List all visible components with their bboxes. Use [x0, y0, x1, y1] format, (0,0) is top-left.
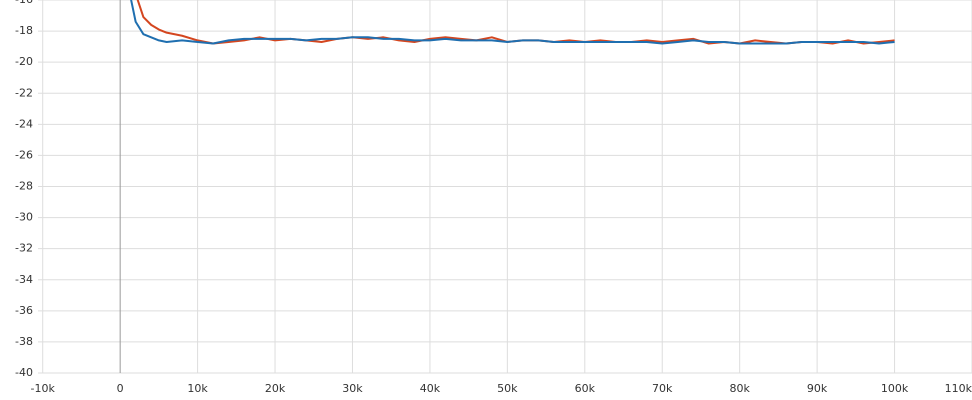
x-tick-label: 40k	[420, 382, 441, 395]
y-tick-label: -18	[15, 24, 33, 37]
x-tick-label: 100k	[881, 382, 909, 395]
y-tick-label: -38	[15, 335, 33, 348]
x-tick-label: 20k	[265, 382, 286, 395]
series-line	[130, 0, 895, 45]
x-tick-label: 90k	[807, 382, 828, 395]
y-tick-label: -16	[15, 0, 33, 6]
y-tick-label: -30	[15, 211, 33, 224]
x-tick-label: 30k	[342, 382, 363, 395]
y-tick-label: -22	[15, 86, 33, 99]
y-tick-label: -26	[15, 148, 33, 161]
x-tick-label: 70k	[652, 382, 673, 395]
x-tick-label: 110k	[945, 382, 972, 395]
y-tick-label: -32	[15, 242, 33, 255]
y-tick-label: -24	[15, 117, 33, 130]
x-tick-label: 80k	[729, 382, 750, 395]
x-tick-label: 50k	[497, 382, 518, 395]
x-tick-label: 0	[117, 382, 124, 395]
x-tick-label: 10k	[187, 382, 208, 395]
y-tick-label: -40	[15, 366, 33, 379]
x-tick-label: 60k	[575, 382, 596, 395]
y-tick-label: -34	[15, 273, 33, 286]
series-line	[136, 0, 895, 45]
y-tick-label: -28	[15, 180, 33, 193]
x-tick-label: -10k	[31, 382, 56, 395]
y-tick-label: -36	[15, 304, 33, 317]
y-tick-label: -20	[15, 55, 33, 68]
